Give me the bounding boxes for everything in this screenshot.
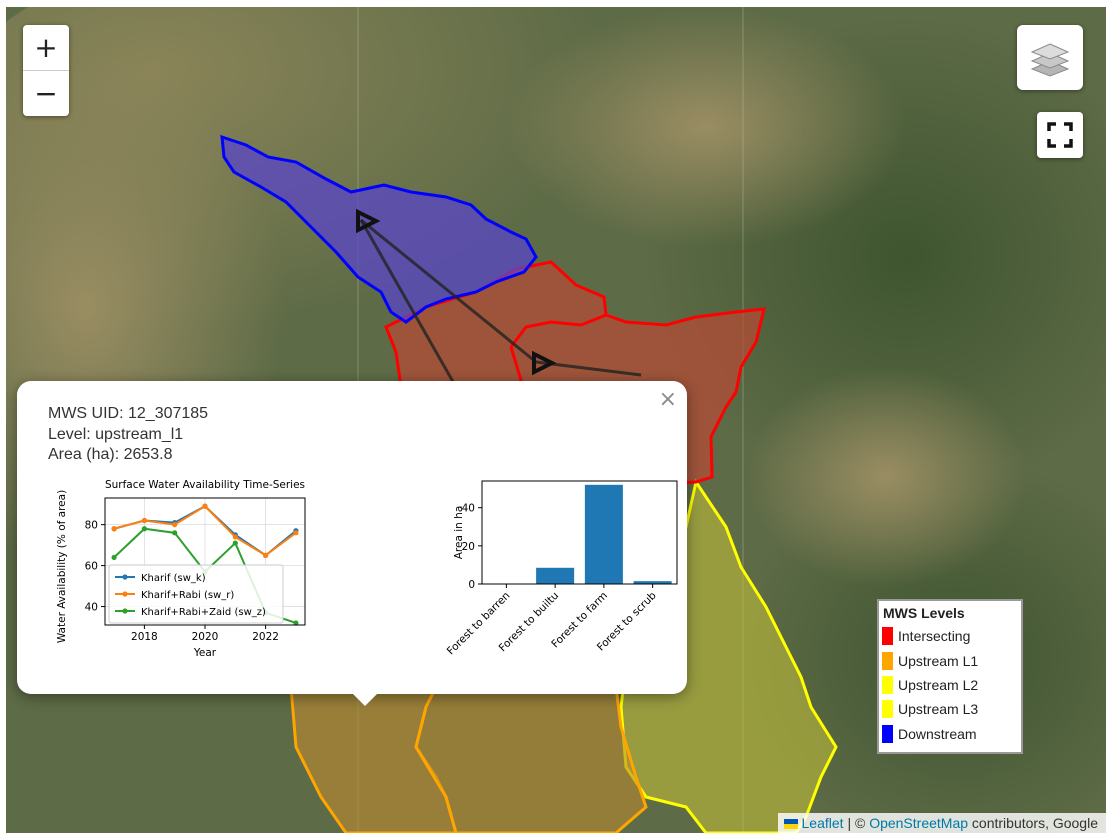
fullscreen-button[interactable] (1037, 112, 1083, 158)
chart-legend-label: Kharif+Rabi+Zaid (sw_z) (141, 607, 266, 618)
data-point (111, 526, 117, 532)
y-axis-label: Water Availability (% of area) (56, 490, 68, 643)
x-axis-label: Year (193, 647, 217, 659)
flow-arrows (356, 208, 642, 388)
data-point (141, 526, 147, 532)
legend-label: Intersecting (898, 628, 971, 645)
data-point (172, 530, 178, 536)
legend-swatch (882, 700, 893, 719)
zoom-in-button[interactable]: + (34, 31, 58, 64)
x-tick-label: 2020 (192, 631, 219, 643)
legend-item: Upstream L3 (882, 697, 1021, 721)
data-point (232, 534, 238, 540)
zoom-out-button[interactable]: − (23, 70, 69, 116)
data-point (202, 503, 208, 509)
popup-tip (351, 692, 379, 706)
data-point (293, 530, 299, 536)
legend-label: Downstream (898, 725, 977, 742)
fullscreen-icon (1047, 122, 1073, 148)
y-tick-label: 40 (462, 503, 475, 515)
osm-link[interactable]: OpenStreetMap (869, 815, 969, 831)
chart-title: Surface Water Availability Time-Series (105, 479, 305, 491)
legend-swatch (882, 651, 893, 670)
legend-swatch (882, 724, 893, 743)
map-attribution: Leaflet | © OpenStreetMap contributors, … (777, 813, 1106, 833)
mws-levels-legend: MWS Levels Intersecting Upstream L1 Upstre… (877, 599, 1023, 754)
y-tick-label: 80 (85, 520, 98, 532)
chart-legend-box (108, 564, 284, 624)
popup-info: MWS UID: 12_307185 Level: upstream_l1 Ar… (48, 404, 208, 466)
mws-downstream-polygon[interactable] (220, 134, 538, 324)
data-point (232, 540, 238, 546)
popup-close-button[interactable]: × (658, 387, 677, 412)
data-point (111, 554, 117, 561)
y-axis-label: Area in ha (453, 506, 465, 560)
bar (536, 567, 575, 584)
data-point (293, 620, 299, 626)
map-container[interactable]: + − MWS Levels Intersecting Upstream L1 Up… (6, 7, 1106, 833)
chart-legend-marker (122, 608, 128, 614)
data-point (263, 552, 269, 558)
leaflet-link[interactable]: Leaflet (801, 815, 844, 831)
data-point (172, 522, 178, 528)
attribution-separator: | © (843, 815, 870, 831)
chart-legend-marker (122, 591, 128, 597)
y-tick-label: 40 (85, 602, 98, 614)
x-tick-label: 2022 (252, 631, 279, 643)
water-availability-line-chart: Surface Water Availability Time-Series 20… (56, 479, 306, 659)
mws-area-text: Area (ha): 2653.8 (48, 446, 173, 463)
attribution-rest: contributors, Google (968, 815, 1098, 831)
x-tick-label: 2018 (131, 631, 158, 643)
chart-legend-marker (122, 574, 128, 580)
chart-legend-label: Kharif (sw_k) (141, 573, 206, 584)
chart-legend-label: Kharif+Rabi (sw_r) (141, 590, 234, 601)
legend-label: Upstream L2 (898, 676, 979, 693)
legend-swatch (882, 675, 893, 694)
legend-item: Upstream L2 (882, 673, 1021, 697)
plot-frame (481, 480, 678, 585)
legend-label: Upstream L1 (898, 652, 979, 669)
legend-item: Downstream (882, 722, 1021, 746)
mws-info-popup: × MWS UID: 12_307185 Level: upstream_l1 … (17, 381, 687, 706)
zoom-control: + − (23, 25, 69, 116)
bar (584, 484, 623, 584)
mws-upstream-l1-polygon[interactable] (289, 685, 648, 833)
mws-level-text: Level: upstream_l1 (48, 425, 184, 443)
legend-swatch (882, 627, 893, 646)
y-tick-label: 60 (85, 561, 98, 573)
mws-uid-text: MWS UID: 12_307185 (48, 405, 209, 422)
y-tick-label: 0 (468, 579, 475, 591)
bar (633, 581, 672, 584)
y-tick-label: 20 (462, 541, 475, 553)
legend-title: MWS Levels (883, 605, 965, 621)
legend-item: Intersecting (882, 624, 1021, 648)
legend-label: Upstream L3 (898, 701, 979, 718)
layers-icon (1030, 42, 1070, 77)
data-point (141, 517, 147, 524)
layers-button[interactable] (1017, 25, 1083, 90)
legend-item: Upstream L1 (882, 648, 1021, 672)
ukraine-flag-icon (783, 819, 798, 830)
